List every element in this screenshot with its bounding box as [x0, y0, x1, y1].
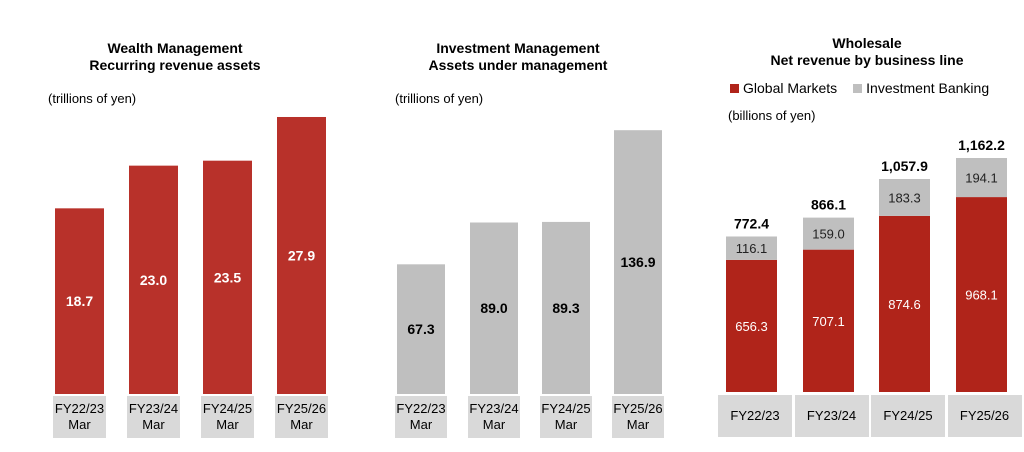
category-label-line: FY25/26 [959, 408, 1010, 423]
category-label-line: FY24/25 [541, 401, 591, 416]
total-label: 772.4 [734, 215, 769, 231]
chart-title-line1: Wholesale [832, 35, 902, 51]
category-label-line: Mar [290, 417, 313, 432]
segment-label: 874.6 [888, 297, 921, 312]
category-label-line: Mar [142, 417, 165, 432]
category-label-line: FY25/26 [613, 401, 663, 416]
category-label-line: FY24/25 [202, 401, 253, 416]
category-label: FY24/25 [871, 395, 945, 437]
chart-subtitle: Recurring revenue assets [89, 57, 261, 73]
bar [55, 208, 104, 394]
chart-title: Investment Management Assets under manag… [346, 40, 690, 74]
category-label: FY22/23 [718, 395, 792, 437]
bar-investment-banking [956, 158, 1007, 198]
category-label: FY22/23 Mar [53, 396, 106, 438]
bar [203, 160, 252, 394]
data-label: 23.5 [214, 269, 241, 285]
data-label: 136.9 [620, 254, 655, 270]
data-label: 67.3 [407, 321, 434, 337]
chart-subtitle: Net revenue by business line [770, 52, 964, 68]
legend-swatch-global-markets [730, 83, 739, 93]
data-label: 23.0 [140, 272, 167, 288]
category-label-line: FY24/25 [883, 408, 933, 423]
category-label: FY22/23 Mar [395, 396, 447, 438]
wealth-bar-chart: 18.7 23.0 23.5 27.9 [55, 116, 326, 394]
data-label: 89.3 [552, 300, 579, 316]
bar-global-markets [879, 215, 930, 392]
bar [614, 130, 662, 395]
legend: Global Markets Investment Banking [730, 80, 989, 96]
bar-investment-banking [726, 236, 777, 260]
wealth-management-panel: Wealth Management Recurring revenue asse… [0, 0, 340, 452]
category-label-line: FY22/23 [54, 401, 105, 416]
chart-title: Wealth Management Recurring revenue asse… [10, 40, 340, 74]
category-label-line: FY22/23 [396, 401, 446, 416]
category-label-line: FY25/26 [276, 401, 327, 416]
bar-investment-banking [879, 179, 930, 216]
category-label-line: FY22/23 [730, 408, 780, 423]
chart-title: Wholesale Net revenue by business line [710, 35, 1024, 69]
category-label-line: FY23/24 [806, 408, 857, 423]
segment-label: 116.1 [736, 241, 768, 256]
total-label: 866.1 [811, 197, 846, 213]
chart-subtitle: Assets under management [428, 57, 608, 73]
category-label-line: Mar [409, 417, 433, 432]
segment-label: 968.1 [965, 288, 998, 303]
bar-global-markets [803, 249, 854, 392]
legend-label-global-markets: Global Markets [743, 80, 838, 96]
category-label-line: FY23/24 [469, 401, 519, 416]
bar [397, 264, 445, 394]
bar [277, 116, 326, 394]
bar [542, 221, 590, 394]
bar-global-markets [726, 259, 777, 392]
segment-label: 194.1 [965, 171, 998, 186]
category-label: FY25/26 [947, 395, 1022, 437]
category-label: FY23/24 [794, 395, 869, 437]
investment-management-panel: Investment Management Assets under manag… [350, 0, 690, 452]
investment-bar-chart: 67.3 89.0 89.3 136.9 [397, 130, 662, 395]
chart-title-line1: Investment Management [436, 40, 600, 56]
category-label-line: Mar [216, 417, 239, 432]
unit-label: (trillions of yen) [395, 91, 484, 106]
total-label: 1,057.9 [881, 158, 928, 174]
category-label-line: Mar [626, 417, 650, 432]
legend-swatch-investment-banking [853, 83, 863, 93]
legend-label-investment-banking: Investment Banking [866, 80, 990, 96]
category-label-line: Mar [482, 417, 506, 432]
category-label-line: Mar [68, 417, 91, 432]
category-label: FY23/24 Mar [468, 396, 520, 438]
segment-label: 656.3 [735, 319, 768, 334]
unit-label: (trillions of yen) [48, 91, 137, 106]
wholesale-stacked-bar-chart: 656.3 116.1 772.4 707.1 159.0 866.1 874.6 183.3… [726, 137, 1007, 392]
category-label-line: Mar [554, 417, 578, 432]
data-label: 18.7 [66, 293, 93, 309]
segment-label: 707.1 [812, 314, 845, 329]
category-label: FY25/26 Mar [612, 396, 664, 438]
category-label: FY23/24 Mar [127, 396, 180, 438]
wholesale-panel: Wholesale Net revenue by business line G… [700, 0, 1024, 452]
total-label: 1,162.2 [958, 137, 1005, 153]
unit-label: (billions of yen) [728, 108, 816, 123]
segment-label: 159.0 [812, 227, 845, 242]
bar-global-markets [956, 197, 1007, 392]
category-label: FY25/26 Mar [275, 396, 328, 438]
category-label: FY24/25 Mar [540, 396, 592, 438]
bar [470, 222, 518, 394]
segment-label: 183.3 [888, 190, 921, 205]
data-label: 89.0 [480, 300, 507, 316]
bar [129, 165, 178, 394]
category-label-line: FY23/24 [128, 401, 179, 416]
bar-investment-banking [803, 217, 854, 250]
data-label: 27.9 [288, 247, 315, 263]
category-label: FY24/25 Mar [201, 396, 254, 438]
chart-title-line1: Wealth Management [107, 40, 243, 56]
